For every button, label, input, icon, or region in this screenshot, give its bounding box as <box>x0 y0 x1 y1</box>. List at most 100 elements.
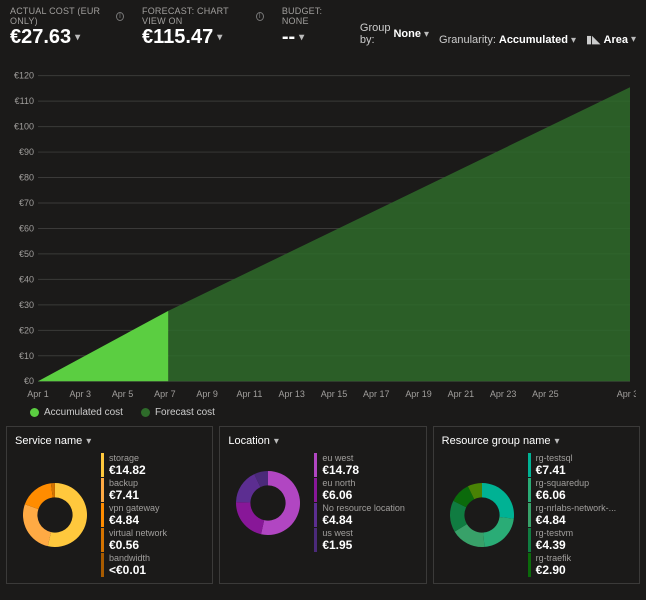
svg-text:€100: €100 <box>14 122 34 132</box>
list-item[interactable]: virtual network€0.56 <box>101 528 204 552</box>
item-label: virtual network <box>109 528 167 538</box>
chevron-down-icon: ▾ <box>424 29 429 40</box>
chevron-down-icon: ▾ <box>217 32 222 43</box>
item-label: bandwidth <box>109 553 150 563</box>
item-value: €14.82 <box>109 463 146 477</box>
list-item[interactable]: storage€14.82 <box>101 453 204 477</box>
color-bar <box>528 453 531 477</box>
item-label: eu north <box>322 478 355 488</box>
list-item[interactable]: eu west€14.78 <box>314 453 417 477</box>
card-header[interactable]: Service name ▾ <box>15 435 204 447</box>
metric-forecast[interactable]: FORECAST: CHART VIEW ON i €115.47 ▾ <box>142 6 264 49</box>
legend-label: Forecast cost <box>155 407 215 418</box>
item-value: €6.06 <box>536 488 590 502</box>
metric-budget-label: BUDGET: NONE <box>282 6 342 26</box>
svg-text:Apr 13: Apr 13 <box>278 389 305 399</box>
metric-budget[interactable]: BUDGET: NONE -- ▾ <box>282 6 342 49</box>
chevron-down-icon: ▾ <box>571 35 576 46</box>
list-item[interactable]: rg-squaredup€6.06 <box>528 478 631 502</box>
item-value: €4.84 <box>109 513 160 527</box>
list-item[interactable]: bandwidth<€0.01 <box>101 553 204 577</box>
color-bar <box>528 553 531 577</box>
svg-text:Apr 19: Apr 19 <box>405 389 432 399</box>
svg-text:Apr 3: Apr 3 <box>70 389 92 399</box>
legend-item[interactable]: Accumulated cost <box>30 407 123 418</box>
color-bar <box>528 503 531 527</box>
item-value: €4.39 <box>536 538 574 552</box>
metric-forecast-label: FORECAST: CHART VIEW ON i <box>142 6 264 26</box>
item-value: €6.06 <box>322 488 355 502</box>
chevron-down-icon: ▾ <box>86 436 91 447</box>
metric-actual-label: ACTUAL COST (EUR ONLY) i <box>10 6 124 26</box>
item-value: €0.56 <box>109 538 167 552</box>
donut-chart <box>228 463 308 543</box>
list-item[interactable]: rg-traefik€2.90 <box>528 553 631 577</box>
header-metrics: ACTUAL COST (EUR ONLY) i €27.63 ▾ FORECA… <box>0 0 646 53</box>
chevron-down-icon: ▾ <box>555 436 560 447</box>
breakdown-card: Service name ▾ storage€14.82backup€7.41vpn… <box>6 426 213 584</box>
breakdown-list: rg-testsql€7.41rg-squaredup€6.06rg-nrlab… <box>528 453 631 577</box>
svg-text:€10: €10 <box>19 351 34 361</box>
list-item[interactable]: rg-testvm€4.39 <box>528 528 631 552</box>
item-label: rg-squaredup <box>536 478 590 488</box>
cost-area-chart: €0€10€20€30€40€50€60€70€80€90€100€110€12… <box>0 53 646 403</box>
legend-item[interactable]: Forecast cost <box>141 407 215 418</box>
item-label: rg-testvm <box>536 528 574 538</box>
svg-text:€120: €120 <box>14 71 34 81</box>
color-bar <box>314 478 317 502</box>
color-bar <box>528 528 531 552</box>
chart-toolbar: Group by: None ▾ Granularity: Accumulate… <box>360 6 636 49</box>
card-title: Resource group name <box>442 435 551 447</box>
svg-text:Apr 11: Apr 11 <box>237 389 263 399</box>
svg-text:Apr 15: Apr 15 <box>321 389 348 399</box>
svg-text:€30: €30 <box>19 300 34 310</box>
list-item[interactable]: rg-testsql€7.41 <box>528 453 631 477</box>
list-item[interactable]: rg-nrlabs-network-...€4.84 <box>528 503 631 527</box>
svg-text:Apr 25: Apr 25 <box>532 389 559 399</box>
svg-text:€0: €0 <box>24 376 34 386</box>
svg-text:€50: €50 <box>19 249 34 259</box>
list-item[interactable]: backup€7.41 <box>101 478 204 502</box>
chevron-down-icon: ▾ <box>274 436 279 447</box>
color-bar <box>101 503 104 527</box>
card-header[interactable]: Resource group name ▾ <box>442 435 631 447</box>
card-body: rg-testsql€7.41rg-squaredup€6.06rg-nrlab… <box>442 453 631 577</box>
item-label: rg-traefik <box>536 553 572 563</box>
item-label: backup <box>109 478 139 488</box>
list-item[interactable]: eu north€6.06 <box>314 478 417 502</box>
metric-budget-value: -- ▾ <box>282 26 342 49</box>
breakdown-card: Location ▾ eu west€14.78eu north€6.06No re… <box>219 426 426 584</box>
list-item[interactable]: us west€1.95 <box>314 528 417 552</box>
legend-swatch <box>30 408 39 417</box>
item-value: €7.41 <box>109 488 139 502</box>
item-value: €7.41 <box>536 463 573 477</box>
color-bar <box>528 478 531 502</box>
metric-actual[interactable]: ACTUAL COST (EUR ONLY) i €27.63 ▾ <box>10 6 124 49</box>
info-icon: i <box>256 12 264 21</box>
item-label: us west <box>322 528 353 538</box>
card-title: Service name <box>15 435 82 447</box>
list-item[interactable]: vpn gateway€4.84 <box>101 503 204 527</box>
svg-text:Apr 30: Apr 30 <box>617 389 636 399</box>
item-label: eu west <box>322 453 359 463</box>
svg-text:€60: €60 <box>19 223 34 233</box>
item-label: No resource location <box>322 503 405 513</box>
granularity-selector[interactable]: Granularity: Accumulated ▾ <box>439 34 576 46</box>
color-bar <box>101 528 104 552</box>
item-label: rg-nrlabs-network-... <box>536 503 617 513</box>
chart-type-selector[interactable]: ▮◣ Area ▾ <box>586 33 636 46</box>
list-item[interactable]: No resource location€4.84 <box>314 503 417 527</box>
chevron-down-icon: ▾ <box>299 32 304 43</box>
svg-text:€80: €80 <box>19 173 34 183</box>
card-header[interactable]: Location ▾ <box>228 435 417 447</box>
color-bar <box>101 453 104 477</box>
item-value: €14.78 <box>322 463 359 477</box>
svg-text:€40: €40 <box>19 274 34 284</box>
donut-chart <box>15 475 95 555</box>
item-label: rg-testsql <box>536 453 573 463</box>
groupby-selector[interactable]: Group by: None ▾ <box>360 22 429 46</box>
svg-text:€90: €90 <box>19 147 34 157</box>
item-value: €4.84 <box>322 513 405 527</box>
card-title: Location <box>228 435 270 447</box>
metric-forecast-value: €115.47 ▾ <box>142 26 264 49</box>
